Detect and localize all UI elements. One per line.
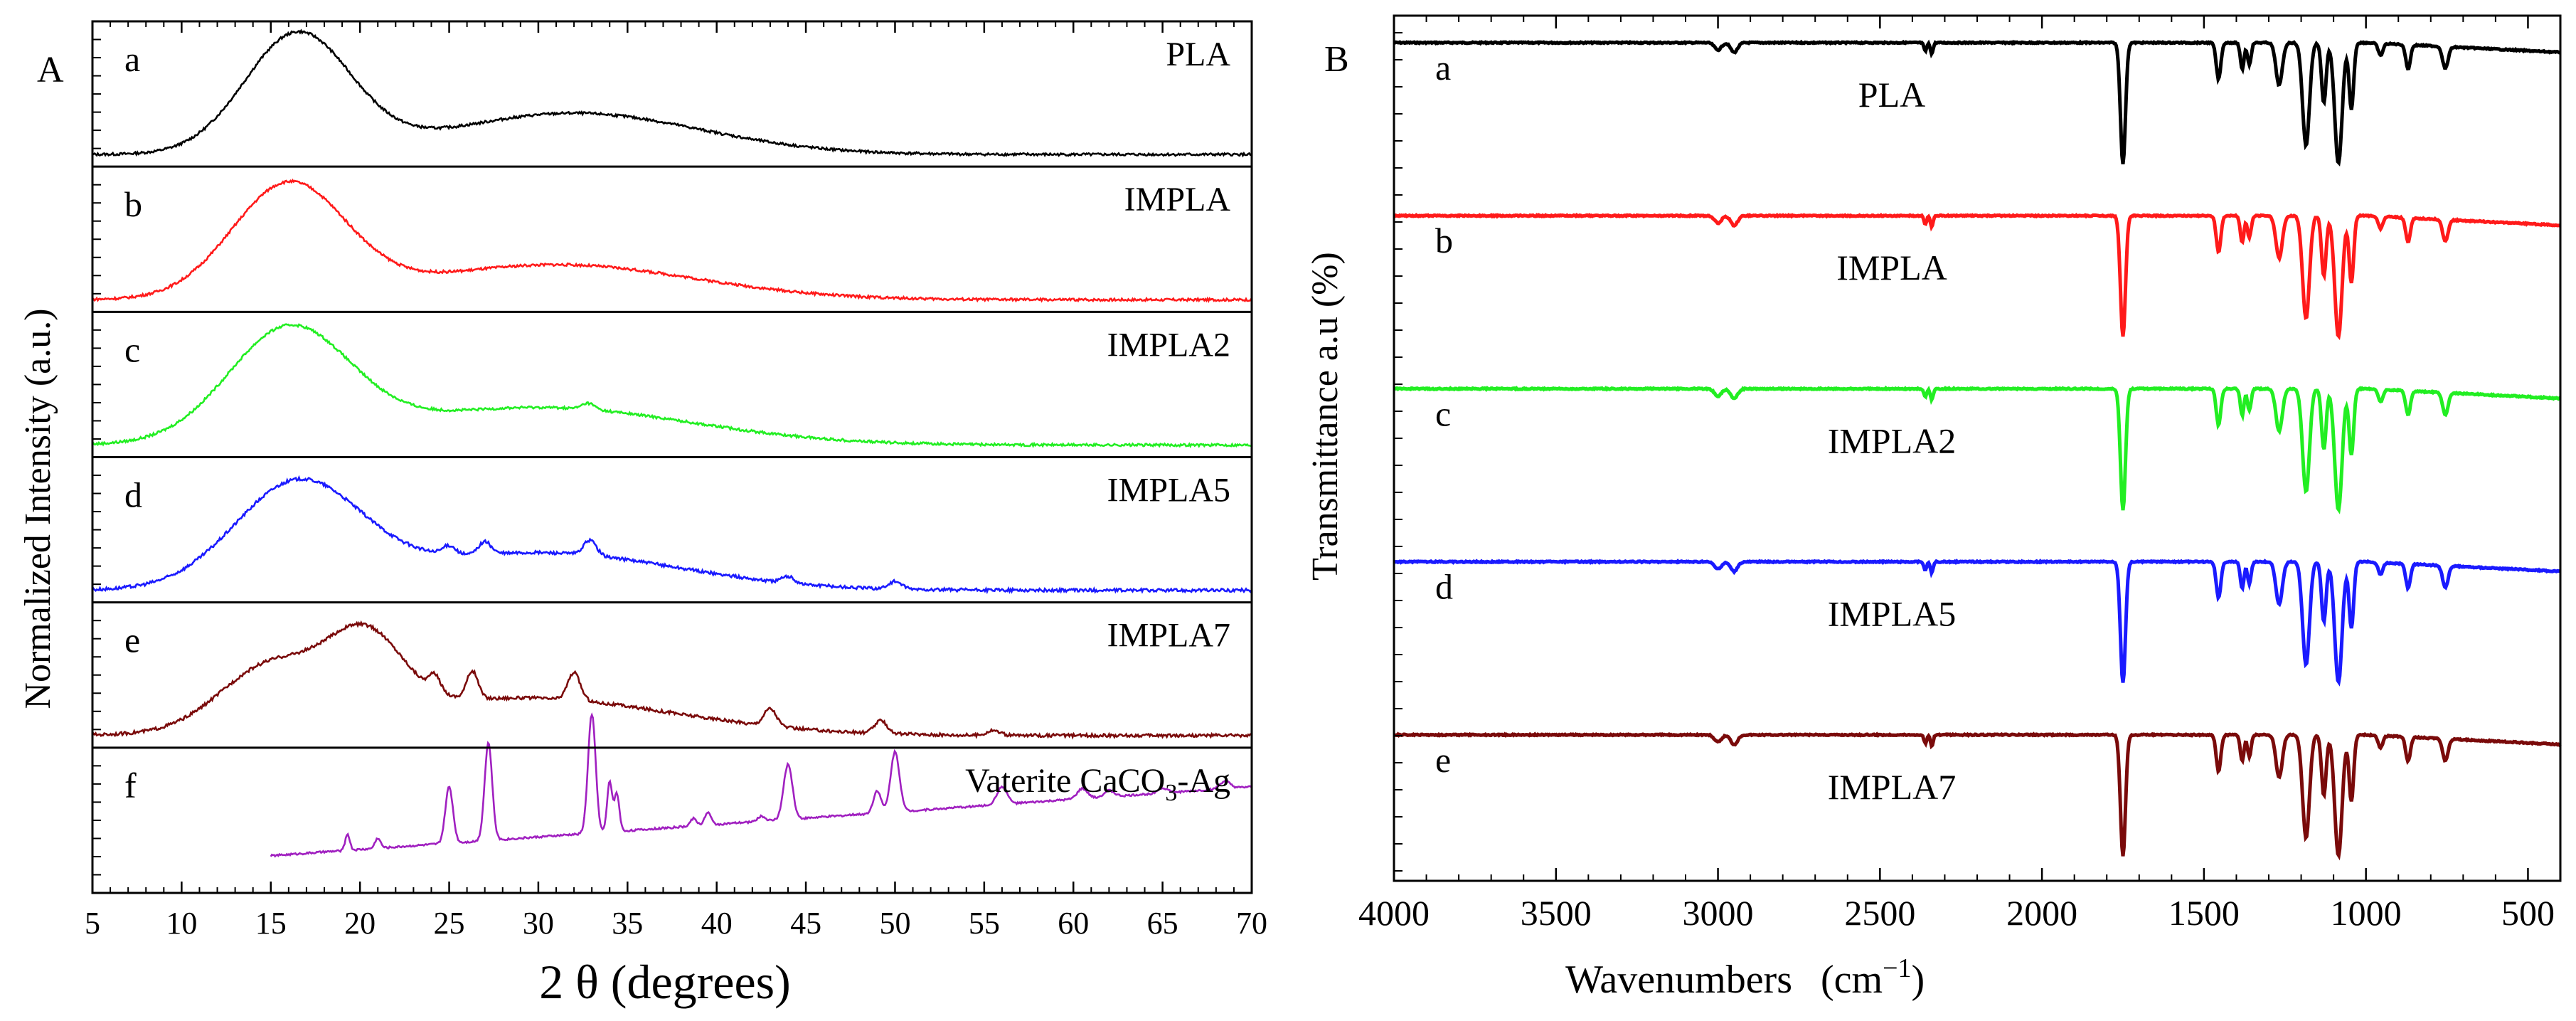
curve-letter-d: d	[124, 475, 142, 515]
xrd-curve-d	[91, 475, 1252, 595]
x-tick-label: 3500	[1521, 893, 1592, 933]
ftir-curve-e	[1393, 731, 2562, 861]
spectrum-name-c: IMPLA2	[1828, 420, 1957, 460]
ftir-curve-d	[1393, 559, 2561, 687]
curve-name-e: IMPLA7	[1107, 617, 1230, 655]
spectrum-name-b: IMPLA	[1836, 248, 1947, 287]
x-tick-label: 1000	[2331, 893, 2402, 933]
curve-name-part: -Ag	[1177, 762, 1230, 800]
spectrum-letter-c: c	[1435, 393, 1451, 433]
panel-b-ylabel: Transmittance a.u (%)	[1305, 252, 1346, 581]
x-tick-label: 50	[879, 906, 910, 941]
ftir-curve-b	[1393, 213, 2561, 341]
xrd-curve-a	[92, 28, 1252, 158]
x-tick-label: 10	[166, 906, 197, 941]
panel-b-letter: B	[1324, 39, 1349, 80]
ftir-curve-c	[1393, 385, 2562, 514]
spectrum-letter-d: d	[1435, 567, 1453, 607]
panel-b-xlabel: Wavenumbers (cm−1)	[1565, 953, 1925, 1002]
x-tick-label: 55	[969, 906, 1000, 941]
x-tick-label: 15	[255, 906, 287, 941]
curve-letter-b: b	[124, 184, 142, 224]
curve-name-f: Vaterite CaCO3-Ag	[965, 762, 1230, 806]
panel-a-chart: a PLA b IMPLA c IMPLA2 d IMPLA5 e IMPLA7 f Vaterite…	[85, 20, 1267, 941]
curve-name-part: Vaterite CaCO	[965, 762, 1165, 800]
panel-b-chart: a PLA b IMPLA c IMPLA2 d IMPLA5 e IMPLA7 4000 3500 3…	[1358, 14, 2562, 933]
panel-a-letter: A	[37, 50, 64, 90]
x-tick-label: 500	[2501, 893, 2555, 933]
panel-a-xlabel: 2 θ (degrees)	[539, 955, 791, 1009]
panel-a-ylabel: Normalized Intensity (a.u.)	[18, 308, 58, 709]
xrd-curve-b	[92, 178, 1252, 304]
x-tick-label: 2000	[2006, 893, 2077, 933]
ftir-curve-a	[1393, 39, 2561, 166]
curve-name-c: IMPLA2	[1107, 326, 1230, 364]
spectrum-name-e: IMPLA7	[1828, 767, 1957, 807]
curve-letter-f: f	[124, 766, 137, 805]
axes-frame	[1393, 14, 2562, 882]
spectrum-name-a: PLA	[1858, 75, 1925, 115]
curve-name-sub: 3	[1165, 780, 1177, 806]
spectrum-name-d: IMPLA5	[1828, 594, 1957, 634]
spectrum-letter-a: a	[1435, 48, 1451, 88]
curve-letter-c: c	[124, 329, 140, 369]
panel-b-xunit-close: )	[1912, 958, 1925, 1002]
x-tick-label: 20	[344, 906, 376, 941]
panel-b-xlabel-text: Wavenumbers	[1565, 958, 1792, 1002]
curve-letter-a: a	[124, 39, 140, 79]
x-tick-label: 65	[1147, 906, 1178, 941]
panel-b-xunit-sup: −1	[1883, 953, 1911, 983]
x-tick-label: 45	[790, 906, 821, 941]
x-tick-label: 2500	[1844, 893, 1915, 933]
x-tick-label: 40	[701, 906, 733, 941]
curve-name-d: IMPLA5	[1107, 472, 1230, 509]
x-tick-label: 4000	[1358, 893, 1430, 933]
x-tick-label: 30	[523, 906, 554, 941]
curve-name-a: PLA	[1166, 36, 1230, 73]
x-tick-label: 35	[612, 906, 643, 941]
x-tick-label: 25	[434, 906, 465, 941]
x-tick-label: 3000	[1683, 893, 1754, 933]
xrd-curve-e	[91, 620, 1252, 740]
spectrum-letter-e: e	[1435, 740, 1451, 780]
x-tick-label: 5	[85, 906, 100, 941]
xrd-curve-f	[270, 712, 1252, 858]
x-tick-label: 70	[1236, 906, 1267, 941]
panel-b-xunit-open: (cm	[1821, 958, 1883, 1002]
curve-letter-e: e	[124, 620, 140, 660]
xrd-curve-c	[92, 323, 1252, 449]
spectrum-letter-b: b	[1435, 221, 1453, 260]
panel-b-xlabel-unit: (cm−1)	[1821, 953, 1925, 1002]
x-tick-label: 60	[1058, 906, 1089, 941]
axes-frame	[91, 20, 1253, 894]
curve-name-b: IMPLA	[1124, 181, 1231, 218]
x-tick-label: 1500	[2168, 893, 2240, 933]
